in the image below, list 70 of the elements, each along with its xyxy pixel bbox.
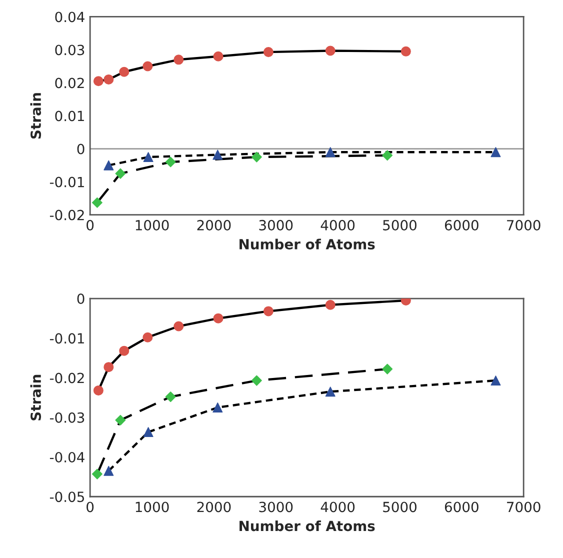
x-tick-label: 1000 xyxy=(136,220,169,230)
y-tick-label: -0.03 xyxy=(50,412,84,423)
point xyxy=(165,392,176,402)
point xyxy=(251,375,262,386)
point xyxy=(212,150,223,160)
y-tick-label: 0.01 xyxy=(55,110,84,122)
point xyxy=(325,386,336,397)
point xyxy=(325,46,336,56)
y-tick-label: 0 xyxy=(77,144,84,154)
y-tick-label: -0.05 xyxy=(50,492,84,502)
point xyxy=(92,468,102,480)
y-tick-label: 0.03 xyxy=(55,44,84,56)
y-tick-label: 0.02 xyxy=(55,78,84,88)
point xyxy=(382,150,393,161)
point xyxy=(142,332,153,342)
point xyxy=(213,313,224,324)
point xyxy=(174,54,184,65)
point xyxy=(325,147,336,158)
x-tick-label: 5000 xyxy=(383,220,416,230)
point xyxy=(263,47,274,58)
y-tick-label: -0.04 xyxy=(50,452,84,462)
y-axis-title: Strain xyxy=(30,93,42,139)
x-axis-title: Number of Atoms xyxy=(240,520,375,532)
x-tick-label: 1000 xyxy=(136,502,169,512)
point xyxy=(92,197,102,208)
x-tick-label: 6000 xyxy=(444,502,478,512)
point xyxy=(119,66,130,77)
y-tick-label: 0 xyxy=(77,294,84,304)
point xyxy=(165,156,176,168)
point xyxy=(104,74,114,84)
point xyxy=(115,414,126,426)
y-axis-title: Strain xyxy=(30,374,42,420)
x-tick-label: 7000 xyxy=(507,220,540,230)
point xyxy=(93,76,104,86)
y-tick-label: 0.04 xyxy=(55,12,84,22)
point xyxy=(104,160,114,170)
x-tick-label: 7000 xyxy=(507,502,540,512)
point xyxy=(93,385,104,396)
y-tick-label: -0.02 xyxy=(50,372,84,384)
point xyxy=(212,402,223,412)
point xyxy=(382,364,393,374)
point xyxy=(490,376,501,386)
point xyxy=(213,51,224,62)
point xyxy=(104,466,114,476)
x-tick-label: 3000 xyxy=(259,502,293,512)
point xyxy=(143,152,154,162)
point xyxy=(263,306,274,316)
x-tick-label: 6000 xyxy=(444,220,478,230)
x-tick-label: 0 xyxy=(86,502,94,512)
y-tick-label: -0.01 xyxy=(50,176,84,188)
point xyxy=(143,427,154,438)
x-tick-label: 0 xyxy=(86,220,94,230)
x-tick-label: 5000 xyxy=(383,502,416,512)
x-tick-label: 3000 xyxy=(259,220,293,230)
point xyxy=(174,321,184,332)
point xyxy=(104,362,114,372)
y-tick-label: -0.01 xyxy=(50,333,84,344)
point xyxy=(142,61,153,72)
point xyxy=(400,46,411,56)
x-tick-label: 2000 xyxy=(197,502,231,512)
x-tick-label: 4000 xyxy=(320,502,355,512)
point xyxy=(251,152,262,162)
x-tick-label: 2000 xyxy=(197,220,231,230)
y-tick-label: -0.02 xyxy=(50,210,84,220)
x-axis-title: Number of Atoms xyxy=(240,238,375,250)
point xyxy=(325,300,336,310)
point xyxy=(115,168,126,179)
x-tick-label: 4000 xyxy=(320,220,355,230)
point xyxy=(490,147,501,158)
point xyxy=(119,346,130,356)
